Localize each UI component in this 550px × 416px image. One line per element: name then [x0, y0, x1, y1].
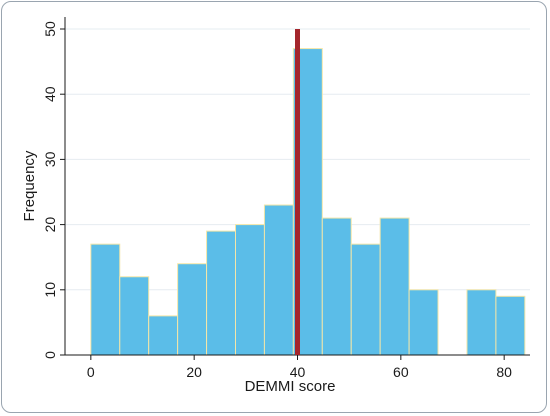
x-ticks: 0 20 40 60 80 [87, 355, 512, 380]
bar-6 [263, 204, 294, 356]
x-axis-title: DEMMI score [245, 378, 336, 395]
y-tick-label-3: 30 [42, 151, 58, 167]
bar-1 [119, 276, 150, 356]
bar-8 [321, 217, 352, 356]
bar-5 [235, 224, 265, 356]
x-tick-label-3: 60 [393, 364, 409, 380]
y-tick-label-5: 50 [42, 21, 58, 37]
x-tick-label-0: 0 [87, 364, 95, 380]
y-tick-label-4: 40 [42, 86, 58, 102]
x-tick-label-4: 80 [496, 364, 512, 380]
bars [90, 48, 526, 356]
y-tick-label-2: 20 [42, 217, 58, 233]
bar-13 [466, 289, 497, 356]
bar-14 [495, 295, 526, 356]
bar-2 [148, 315, 179, 356]
bar-3 [177, 263, 208, 356]
y-tick-label-0: 0 [42, 351, 58, 359]
bar-9 [350, 243, 381, 356]
bar-11 [408, 289, 439, 356]
x-tick-label-2: 40 [290, 364, 306, 380]
y-tick-label-1: 10 [42, 282, 58, 298]
bar-10 [379, 217, 410, 356]
y-axis-title: Frequency [21, 150, 38, 221]
bar-0 [90, 243, 121, 356]
bar-4 [206, 230, 236, 356]
x-tick-label-1: 20 [186, 364, 202, 380]
y-ticks: 0 10 20 30 40 50 [42, 21, 65, 359]
